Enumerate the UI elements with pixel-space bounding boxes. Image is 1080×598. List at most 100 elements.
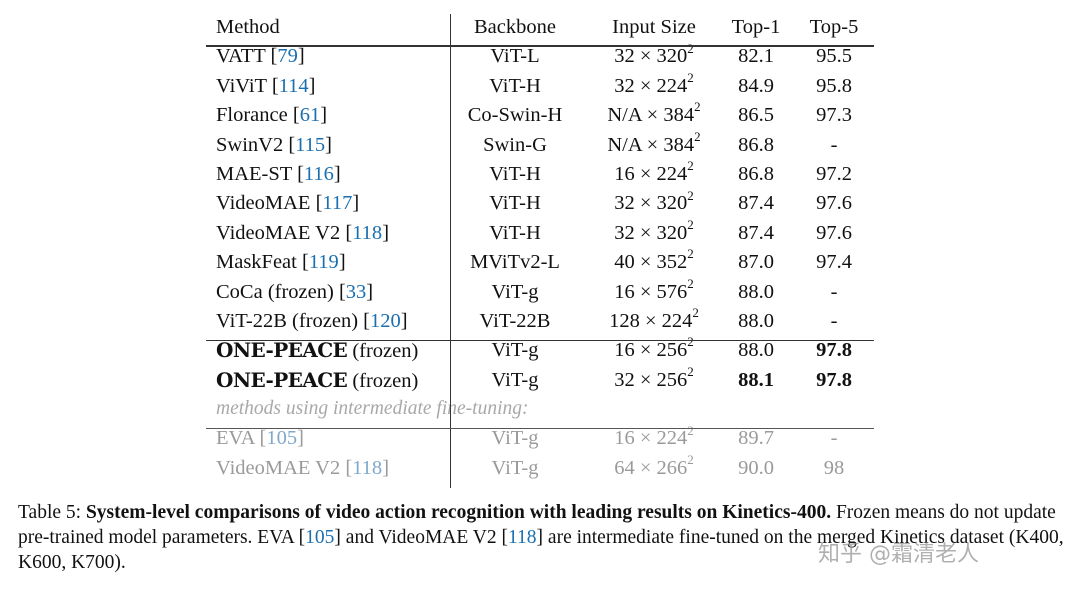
top1-cell: 87.4 (738, 192, 774, 215)
method-cell: Florance [61] (216, 104, 328, 127)
top5-cell: 97.8 (816, 339, 852, 362)
input-size-exponent: 2 (694, 99, 701, 115)
baseline-rows: VATT [79] ViT-L 32 × 3202 82.1 95.5 ViViT [11… (206, 41, 874, 335)
top1-cell: 82.1 (738, 45, 774, 68)
method-cell: MaskFeat [119] (216, 251, 346, 274)
caption-title: System-level comparisons of video action… (85, 502, 832, 523)
input-size-exponent: 2 (687, 158, 694, 174)
method-name: ONE-PEACE (216, 338, 348, 363)
method-suffix: (frozen) (347, 340, 419, 363)
method-name: SwinV2 (216, 133, 284, 156)
input-size-exponent: 2 (694, 128, 701, 144)
input-size-value: 40 × 352 (614, 251, 688, 274)
intermediate-rows: EVA [105] ViT-g 16 × 2242 89.7- VideoMAE V2 … (206, 423, 874, 482)
citation-link[interactable]: 33 (345, 280, 367, 303)
table-row: ViT-22B (frozen) [120] ViT-22B 128 × 2242 8… (206, 306, 874, 335)
input-size-cell: 16 × 2242 (586, 158, 722, 187)
method-name: CoCa (frozen) (216, 280, 334, 303)
input-size-value: N/A × 384 (607, 104, 695, 127)
method-name: MAE-ST (216, 162, 292, 185)
top1-cell: 87.4 (738, 221, 774, 244)
input-size-exponent: 2 (687, 187, 694, 203)
input-size-exponent: 2 (687, 40, 694, 56)
header-input-size: Input Size (612, 16, 696, 38)
table-row: SwinV2 [115] Swin-G N/A × 3842 86.8 - (206, 130, 874, 159)
caption-ref-link[interactable]: 118 (508, 527, 537, 548)
top5-cell: 97.8 (816, 368, 852, 391)
backbone-cell: ViT-22B (479, 309, 551, 332)
intermediate-note: methods using intermediate fine-tuning: (216, 398, 529, 420)
backbone-cell: ViT-H (489, 162, 541, 185)
top1-cell: 88.0 (738, 339, 774, 362)
backbone-cell: ViT-H (489, 192, 541, 215)
top1-cell: 86.8 (738, 133, 774, 156)
caption-label: Table 5: (18, 502, 86, 523)
backbone-cell: Co-Swin-H (467, 104, 563, 127)
input-size-cell: N/A × 3842 (586, 128, 722, 158)
top1-cell: 88.1 (738, 368, 774, 391)
header-top5: Top-5 (809, 16, 859, 38)
input-size-cell: 32 × 2242 (586, 71, 722, 99)
backbone-cell: ViT-g (491, 280, 539, 303)
top5-cell: - (830, 280, 838, 303)
top5-cell: 95.5 (816, 45, 852, 68)
citation-link[interactable]: 79 (277, 45, 298, 68)
header-top1: Top-1 (731, 16, 781, 38)
input-size-cell: 16 × 2562 (586, 334, 722, 363)
top1-cell: 86.8 (738, 162, 774, 185)
intermediate-rule (206, 428, 874, 430)
citation-link[interactable]: 118 (352, 456, 383, 479)
table-row: ViViT [114] ViT-H 32 × 2242 84.9 95.8 (206, 71, 874, 100)
method-name: Florance (216, 104, 288, 127)
top5-cell: 97.2 (816, 162, 852, 185)
input-size-exponent: 2 (687, 334, 694, 350)
caption-text-2: ] and VideoMAE V2 [ (334, 527, 509, 548)
citation-link[interactable]: 119 (308, 251, 339, 274)
method-cell: VATT [79] (216, 45, 305, 68)
column-divider (450, 14, 452, 488)
method-cell: MAE-ST [116] (216, 162, 341, 185)
top1-cell: 89.7 (738, 427, 774, 450)
method-cell: VideoMAE V2 [118] (216, 221, 390, 244)
input-size-exponent: 2 (687, 275, 694, 291)
top1-cell: 88.0 (738, 280, 774, 303)
table-row: MaskFeat [119] MViTv2-L 40 × 3522 87.0 97.4 (206, 247, 874, 276)
header-method: Method (216, 16, 280, 38)
top5-cell: 95.8 (816, 74, 852, 97)
table-caption: Table 5: System-level comparisons of vid… (18, 500, 1068, 575)
input-size-cell: 128 × 2242 (586, 305, 722, 334)
input-size-value: 32 × 320 (614, 45, 688, 68)
method-name: ONE-PEACE (216, 367, 348, 392)
citation-link[interactable]: 114 (278, 74, 309, 97)
citation-link[interactable]: 117 (322, 192, 353, 215)
citation-link[interactable]: 115 (295, 133, 326, 156)
watermark: 知乎 @霜清老人 (818, 542, 979, 567)
backbone-cell: MViTv2-L (470, 251, 560, 274)
method-cell: ViT-22B (frozen) [120] (216, 309, 408, 332)
ours-rows: ONE-PEACE (frozen) ViT-g 16 × 2562 88.0 97.8… (206, 335, 874, 394)
top5-cell: 97.6 (816, 221, 852, 244)
citation-link[interactable]: 116 (303, 162, 334, 185)
citation-link[interactable]: 120 (370, 309, 401, 332)
input-size-exponent: 2 (687, 246, 694, 262)
input-size-cell: 32 × 3202 (586, 40, 722, 69)
backbone-cell: Swin-G (483, 133, 547, 156)
citation-link[interactable]: 118 (352, 221, 383, 244)
top5-cell: 97.4 (816, 251, 852, 274)
input-size-exponent: 2 (687, 422, 694, 438)
top1-cell: 86.5 (738, 104, 774, 127)
method-suffix: (frozen) (347, 369, 419, 392)
backbone-cell: ViT-H (489, 74, 541, 97)
input-size-exponent: 2 (687, 216, 694, 232)
caption-ref-link[interactable]: 105 (305, 527, 335, 548)
method-cell: ONE-PEACE (frozen) (216, 367, 418, 394)
citation-link[interactable]: 61 (299, 104, 321, 127)
method-cell: ONE-PEACE (frozen) (216, 337, 418, 364)
table-row: MAE-ST [116] ViT-H 16 × 2242 86.8 97.2 (206, 159, 874, 188)
top5-cell: 97.6 (816, 192, 852, 215)
citation-link[interactable]: 105 (266, 427, 298, 450)
table-row: VATT [79] ViT-L 32 × 3202 82.1 95.5 (206, 41, 874, 70)
method-cell: SwinV2 [115] (216, 133, 332, 156)
input-size-exponent: 2 (692, 305, 699, 321)
input-size-value: 128 × 224 (609, 309, 693, 332)
